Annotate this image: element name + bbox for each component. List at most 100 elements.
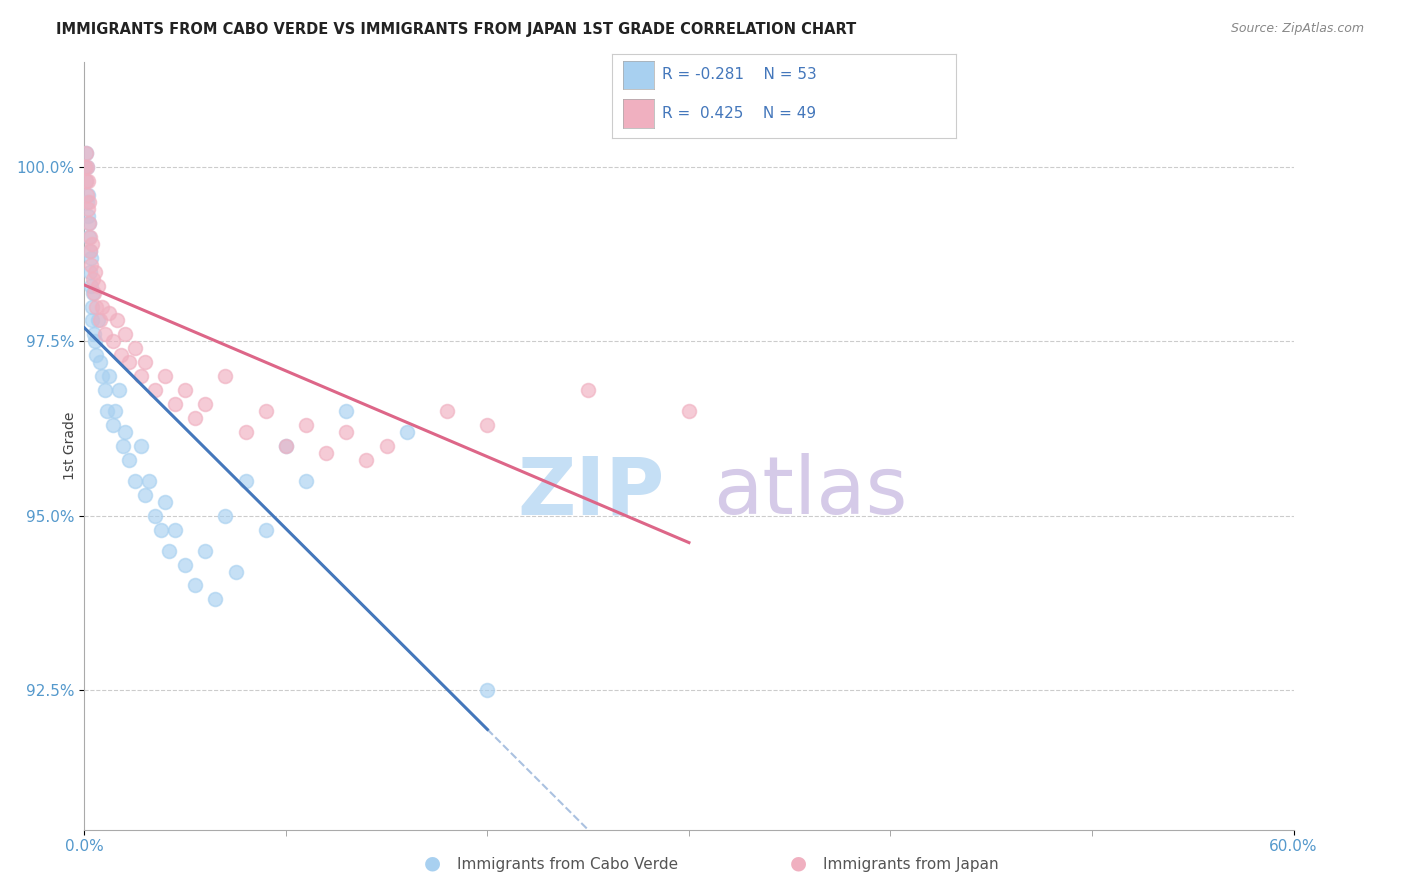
- Point: [80, 251, 103, 265]
- Text: Immigrants from Cabo Verde: Immigrants from Cabo Verde: [457, 857, 678, 872]
- Point: [107, 383, 129, 397]
- Point: [77, 188, 100, 202]
- Point: [96, 404, 118, 418]
- Text: Immigrants from Japan: Immigrants from Japan: [823, 857, 998, 872]
- Point: [174, 558, 197, 572]
- Point: [295, 474, 318, 488]
- Point: [194, 397, 217, 411]
- Text: ●: ●: [425, 854, 447, 872]
- Point: [79, 244, 101, 258]
- Point: [375, 439, 398, 453]
- Point: [111, 439, 134, 453]
- Point: [79, 229, 101, 244]
- Point: [91, 300, 114, 314]
- Point: [295, 418, 318, 433]
- Point: [75, 146, 97, 161]
- Point: [114, 327, 136, 342]
- Point: [79, 229, 101, 244]
- Point: [184, 578, 207, 592]
- Point: [79, 265, 101, 279]
- Point: [174, 383, 197, 397]
- Text: IMMIGRANTS FROM CABO VERDE VS IMMIGRANTS FROM JAPAN 1ST GRADE CORRELATION CHART: IMMIGRANTS FROM CABO VERDE VS IMMIGRANTS…: [56, 22, 856, 37]
- Point: [576, 383, 599, 397]
- Point: [82, 236, 104, 251]
- Point: [335, 404, 357, 418]
- Y-axis label: 1st Grade: 1st Grade: [63, 412, 77, 480]
- Point: [86, 348, 108, 362]
- Point: [82, 313, 104, 327]
- Point: [143, 383, 166, 397]
- Point: [97, 306, 120, 320]
- Point: [77, 209, 100, 223]
- Point: [235, 425, 257, 439]
- Point: [105, 313, 128, 327]
- Point: [315, 446, 337, 460]
- Point: [134, 488, 156, 502]
- Point: [274, 439, 297, 453]
- Point: [124, 342, 146, 356]
- Point: [93, 383, 115, 397]
- Point: [89, 355, 111, 369]
- Point: [129, 439, 152, 453]
- Point: [225, 565, 247, 579]
- Point: [214, 508, 236, 523]
- Point: [75, 174, 97, 188]
- Point: [84, 334, 107, 349]
- Point: [149, 523, 172, 537]
- Text: atlas: atlas: [713, 453, 907, 531]
- Point: [110, 348, 132, 362]
- Point: [477, 683, 499, 698]
- Point: [76, 194, 98, 209]
- Point: [104, 404, 127, 418]
- Point: [204, 592, 226, 607]
- Point: [97, 369, 120, 384]
- Point: [87, 278, 110, 293]
- Text: Source: ZipAtlas.com: Source: ZipAtlas.com: [1230, 22, 1364, 36]
- Point: [79, 244, 101, 258]
- Point: [83, 327, 105, 342]
- Point: [79, 216, 101, 230]
- Point: [678, 404, 700, 418]
- Point: [138, 474, 160, 488]
- Point: [82, 285, 104, 300]
- Point: [87, 313, 110, 327]
- Point: [101, 418, 124, 433]
- Point: [118, 453, 141, 467]
- Point: [75, 146, 97, 161]
- Point: [153, 495, 176, 509]
- Point: [165, 523, 187, 537]
- Point: [134, 355, 156, 369]
- Point: [101, 334, 124, 349]
- Point: [184, 411, 207, 425]
- Point: [436, 404, 458, 418]
- Point: [82, 271, 104, 285]
- Point: [356, 453, 378, 467]
- Point: [77, 202, 100, 216]
- Point: [153, 369, 176, 384]
- Point: [335, 425, 357, 439]
- Point: [274, 439, 297, 453]
- Point: [84, 265, 107, 279]
- Point: [80, 278, 103, 293]
- Point: [235, 474, 257, 488]
- Point: [143, 508, 166, 523]
- Point: [129, 369, 152, 384]
- Point: [75, 160, 97, 174]
- Text: ZIP: ZIP: [517, 453, 665, 531]
- Point: [76, 188, 98, 202]
- Text: ●: ●: [790, 854, 813, 872]
- Point: [89, 313, 111, 327]
- Point: [254, 404, 277, 418]
- Point: [80, 300, 103, 314]
- Point: [75, 160, 97, 174]
- Point: [77, 216, 100, 230]
- Point: [157, 543, 180, 558]
- Text: R = -0.281    N = 53: R = -0.281 N = 53: [662, 68, 817, 82]
- Point: [165, 397, 187, 411]
- Point: [114, 425, 136, 439]
- Point: [80, 258, 103, 272]
- Point: [83, 285, 105, 300]
- Point: [254, 523, 277, 537]
- Point: [75, 174, 97, 188]
- Point: [77, 194, 100, 209]
